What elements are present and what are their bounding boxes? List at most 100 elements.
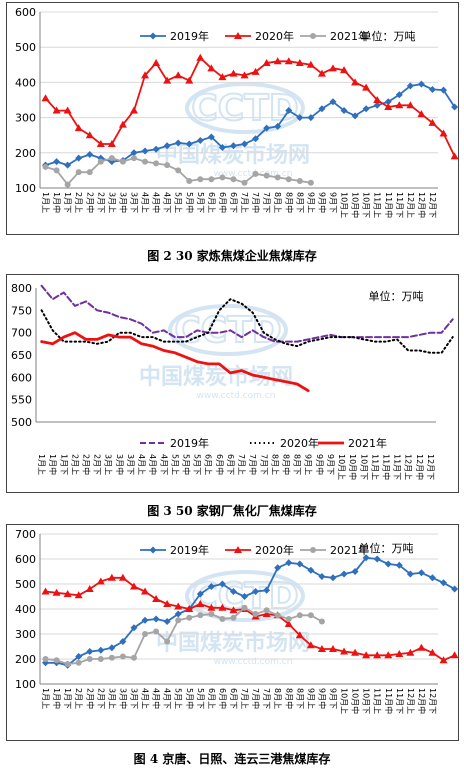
x-tick-label: 10月中 xyxy=(351,192,361,218)
x-tick-label: 12月上 xyxy=(404,454,413,480)
data-point xyxy=(41,94,50,102)
data-point xyxy=(318,618,325,625)
data-point xyxy=(42,656,49,662)
x-tick-label: 4月上 xyxy=(141,192,150,213)
data-point xyxy=(207,603,216,611)
x-tick-label: 4月上 xyxy=(141,688,150,709)
data-point xyxy=(152,615,160,623)
x-tick-label: 1月下 xyxy=(63,192,72,213)
data-point xyxy=(362,651,371,659)
figure-3-panel: CCTD 中国煤炭市场网 www.cctd.com.cn 500 550 600 650 70… xyxy=(0,272,464,496)
data-point xyxy=(164,162,171,169)
x-tick-label: 7月上 xyxy=(237,454,246,475)
data-point xyxy=(351,78,360,86)
y-tick-label: 600 xyxy=(15,6,36,19)
watermark-logo: CCTD xyxy=(191,88,298,129)
x-tick-label: 10月上 xyxy=(340,688,349,714)
watermark-logo: CCTD xyxy=(174,310,281,351)
x-tick-label: 10月下 xyxy=(359,454,368,480)
data-point xyxy=(208,176,215,183)
chart-fig4: CCTD中国煤炭市场网www.cctd.com.cn10020030040050… xyxy=(6,524,459,741)
data-point xyxy=(439,656,448,664)
x-tick-label: 8月下 xyxy=(295,688,304,709)
data-point xyxy=(351,568,359,575)
data-point xyxy=(218,603,227,611)
legend-label: 2021年 xyxy=(348,436,387,450)
data-point xyxy=(373,555,381,563)
x-tick-label: 12月中 xyxy=(417,688,427,714)
x-tick-label: 5月下 xyxy=(196,192,205,213)
data-point xyxy=(252,588,260,595)
data-point xyxy=(428,648,437,656)
data-point xyxy=(130,624,138,632)
y-tick-label: 500 xyxy=(11,416,32,429)
data-point xyxy=(417,80,425,88)
x-tick-label: 6月中 xyxy=(218,688,228,709)
x-tick-label: 1月中 xyxy=(52,192,62,213)
y-tick-label: 100 xyxy=(15,678,36,691)
data-point xyxy=(306,641,315,649)
data-point xyxy=(97,646,105,654)
data-point xyxy=(153,160,160,167)
x-tick-label: 7月上 xyxy=(240,192,249,213)
data-point xyxy=(351,648,360,656)
x-tick-label: 1月中 xyxy=(48,454,58,475)
data-point xyxy=(263,607,270,614)
x-tick-label: 3月中 xyxy=(118,688,128,709)
data-point xyxy=(75,653,83,660)
data-point xyxy=(296,612,303,619)
data-point xyxy=(163,142,171,150)
x-tick-label: 3月上 xyxy=(107,688,116,709)
data-point xyxy=(284,620,293,627)
watermark-url: www.cctd.com.cn xyxy=(214,657,293,667)
data-point xyxy=(185,76,194,84)
x-tick-label: 8月上 xyxy=(270,454,279,475)
data-point xyxy=(75,154,83,162)
chart-frame xyxy=(6,524,459,741)
data-point xyxy=(384,560,392,568)
data-point xyxy=(296,114,304,122)
data-point xyxy=(41,587,50,595)
data-point xyxy=(384,103,393,111)
x-tick-label: 1月中 xyxy=(52,688,62,709)
data-point xyxy=(141,147,149,155)
legend-marker xyxy=(149,546,157,554)
data-point xyxy=(340,66,349,74)
y-tick-label: 600 xyxy=(15,553,36,566)
x-tick-label: 8月中 xyxy=(284,688,294,709)
x-tick-label: 6月上 xyxy=(204,454,213,475)
data-point xyxy=(450,651,459,659)
x-tick-label: 5月上 xyxy=(170,454,179,475)
x-tick-label: 2月下 xyxy=(93,454,102,475)
data-point xyxy=(274,564,282,572)
data-point xyxy=(207,133,215,141)
data-point xyxy=(230,176,237,183)
data-point xyxy=(328,645,337,652)
data-point xyxy=(362,554,370,562)
data-point xyxy=(295,631,304,639)
x-tick-label: 3月下 xyxy=(129,192,138,213)
series-line-2020年 xyxy=(44,56,456,158)
data-point xyxy=(108,155,115,162)
data-point xyxy=(141,587,150,595)
y-tick-label: 650 xyxy=(11,349,32,362)
series-line-2021年 xyxy=(40,331,310,393)
y-tick-label: 500 xyxy=(15,41,36,54)
x-tick-label: 12月中 xyxy=(417,192,427,218)
figure-4-panel: CCTD 中国煤炭市场网 www.cctd.com.cn 100 200 300 400 50… xyxy=(0,522,464,744)
data-point xyxy=(274,612,281,619)
x-tick-label: 6月中 xyxy=(218,192,228,213)
data-point xyxy=(174,71,183,79)
data-point xyxy=(197,612,204,619)
x-tick-label: 5月上 xyxy=(174,192,183,213)
data-point xyxy=(395,561,403,569)
data-point xyxy=(351,112,359,120)
data-point xyxy=(285,559,293,567)
x-tick-label: 12月上 xyxy=(406,192,415,218)
x-tick-label: 5月上 xyxy=(174,688,183,709)
y-tick-label: 200 xyxy=(15,653,36,666)
data-point xyxy=(262,610,271,617)
data-point xyxy=(118,573,127,581)
data-point xyxy=(74,591,83,599)
data-point xyxy=(229,142,237,150)
